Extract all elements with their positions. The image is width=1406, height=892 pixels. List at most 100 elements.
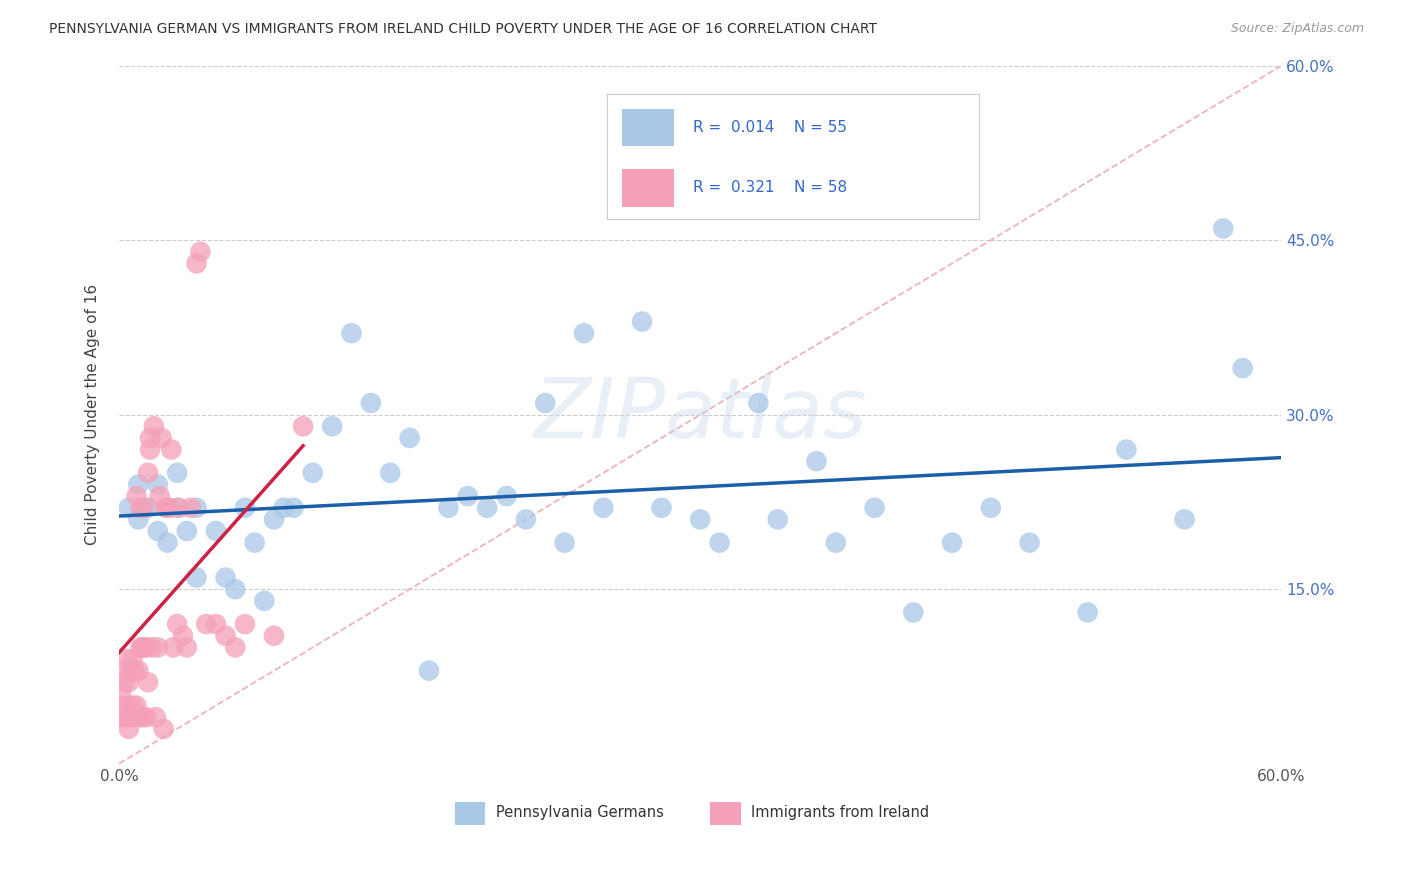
Point — [127, 664, 149, 678]
Point — [115, 698, 138, 713]
Point — [534, 396, 557, 410]
Point — [115, 652, 138, 666]
Point — [114, 710, 136, 724]
Point — [114, 675, 136, 690]
Point — [766, 512, 789, 526]
Point — [689, 512, 711, 526]
Point — [162, 640, 184, 655]
Point — [437, 500, 460, 515]
Point — [176, 640, 198, 655]
Point — [176, 524, 198, 538]
Point — [150, 431, 173, 445]
Point — [205, 617, 228, 632]
Point — [475, 500, 498, 515]
Point — [152, 722, 174, 736]
Point — [118, 675, 141, 690]
Point — [120, 664, 142, 678]
Point — [167, 500, 190, 515]
Point — [1173, 512, 1195, 526]
Point — [190, 244, 212, 259]
Point — [160, 442, 183, 457]
Point — [155, 500, 177, 515]
Point — [127, 512, 149, 526]
Point — [515, 512, 537, 526]
Point — [110, 710, 132, 724]
Point — [824, 535, 846, 549]
Point — [1018, 535, 1040, 549]
Point — [321, 419, 343, 434]
Point — [118, 722, 141, 736]
Point — [650, 500, 672, 515]
Point — [205, 524, 228, 538]
Point — [186, 256, 208, 270]
Point — [136, 675, 159, 690]
Point — [283, 500, 305, 515]
Point — [136, 466, 159, 480]
Point — [418, 664, 440, 678]
Point — [806, 454, 828, 468]
Point — [180, 500, 202, 515]
Point — [110, 687, 132, 701]
Point — [118, 500, 141, 515]
Point — [146, 524, 169, 538]
Point — [111, 698, 134, 713]
Point — [111, 664, 134, 678]
Point — [139, 442, 162, 457]
Point — [941, 535, 963, 549]
Point — [631, 315, 654, 329]
Point — [263, 629, 285, 643]
Point — [124, 710, 146, 724]
Point — [747, 396, 769, 410]
Point — [903, 606, 925, 620]
Point — [131, 710, 153, 724]
Point — [125, 489, 148, 503]
Point — [166, 617, 188, 632]
Point — [166, 500, 188, 515]
Point — [134, 500, 156, 515]
Point — [233, 617, 256, 632]
Point — [273, 500, 295, 515]
Point — [129, 500, 152, 515]
Point — [186, 500, 208, 515]
Text: Source: ZipAtlas.com: Source: ZipAtlas.com — [1230, 22, 1364, 36]
Point — [186, 570, 208, 584]
Point — [145, 710, 167, 724]
Point — [135, 640, 157, 655]
Point — [127, 710, 149, 724]
Point — [863, 500, 886, 515]
Point — [263, 512, 285, 526]
Text: ZIPatlas: ZIPatlas — [533, 374, 868, 455]
Point — [156, 500, 179, 515]
Point — [495, 489, 517, 503]
Text: PENNSYLVANIA GERMAN VS IMMIGRANTS FROM IRELAND CHILD POVERTY UNDER THE AGE OF 16: PENNSYLVANIA GERMAN VS IMMIGRANTS FROM I… — [49, 22, 877, 37]
Point — [195, 617, 218, 632]
Point — [141, 640, 163, 655]
Point — [1212, 221, 1234, 235]
Point — [572, 326, 595, 341]
Point — [136, 500, 159, 515]
Point — [214, 629, 236, 643]
Point — [360, 396, 382, 410]
Point — [120, 710, 142, 724]
Point — [121, 652, 143, 666]
Point — [457, 489, 479, 503]
Y-axis label: Child Poverty Under the Age of 16: Child Poverty Under the Age of 16 — [86, 284, 100, 545]
Point — [146, 640, 169, 655]
Point — [131, 640, 153, 655]
Point — [149, 489, 172, 503]
Point — [157, 500, 180, 515]
Point — [224, 582, 246, 597]
Point — [166, 466, 188, 480]
Point — [592, 500, 614, 515]
Point — [301, 466, 323, 480]
Point — [1115, 442, 1137, 457]
Point — [554, 535, 576, 549]
Point — [243, 535, 266, 549]
Point — [134, 640, 156, 655]
Point — [233, 500, 256, 515]
Point — [127, 477, 149, 491]
Point — [224, 640, 246, 655]
Point — [1232, 361, 1254, 376]
Point — [129, 640, 152, 655]
Point — [980, 500, 1002, 515]
